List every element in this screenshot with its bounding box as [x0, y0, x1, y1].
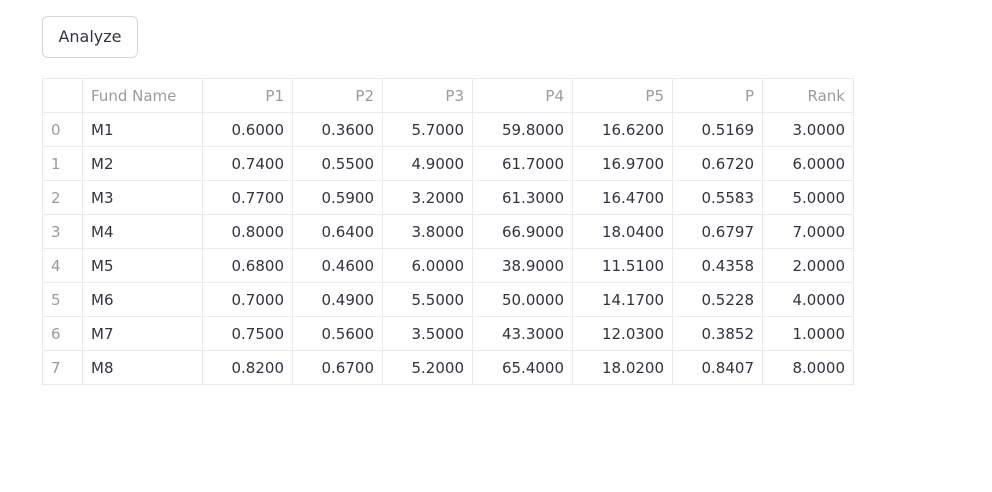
table-body: 0 M1 0.6000 0.3600 5.7000 59.8000 16.6200 0.516…: [42, 112, 854, 385]
table-row[interactable]: 3 M4 0.8000 0.6400 3.8000 66.9000 18.0400 0.679…: [42, 214, 854, 249]
p5-cell[interactable]: 16.9700: [572, 146, 673, 181]
row-index-cell[interactable]: 4: [42, 248, 83, 283]
p-cell[interactable]: 0.5583: [672, 180, 763, 215]
p2-cell[interactable]: 0.6400: [292, 214, 383, 249]
p2-cell[interactable]: 0.4600: [292, 248, 383, 283]
fund-name-cell[interactable]: M4: [82, 214, 203, 249]
p3-cell[interactable]: 3.8000: [382, 214, 473, 249]
p2-cell[interactable]: 0.5600: [292, 316, 383, 351]
p2-cell[interactable]: 0.3600: [292, 112, 383, 147]
column-header-p1[interactable]: P1: [202, 78, 293, 113]
p1-cell[interactable]: 0.7700: [202, 180, 293, 215]
p4-cell[interactable]: 38.9000: [472, 248, 573, 283]
column-header-rank[interactable]: Rank: [762, 78, 854, 113]
p1-cell[interactable]: 0.7400: [202, 146, 293, 181]
table-row[interactable]: 0 M1 0.6000 0.3600 5.7000 59.8000 16.6200 0.516…: [42, 112, 854, 147]
p2-cell[interactable]: 0.6700: [292, 350, 383, 385]
rank-cell[interactable]: 3.0000: [762, 112, 854, 147]
rank-cell[interactable]: 4.0000: [762, 282, 854, 317]
rank-cell[interactable]: 1.0000: [762, 316, 854, 351]
p2-cell[interactable]: 0.5500: [292, 146, 383, 181]
p3-cell[interactable]: 6.0000: [382, 248, 473, 283]
p4-cell[interactable]: 43.3000: [472, 316, 573, 351]
p3-cell[interactable]: 3.5000: [382, 316, 473, 351]
p1-cell[interactable]: 0.8200: [202, 350, 293, 385]
column-header-p2[interactable]: P2: [292, 78, 383, 113]
column-header-p5[interactable]: P5: [572, 78, 673, 113]
fund-table: Fund Name P1 P2 P3 P4 P5 P Rank 0 M1 0.600…: [42, 78, 854, 385]
table-row[interactable]: 4 M5 0.6800 0.4600 6.0000 38.9000 11.5100 0.435…: [42, 248, 854, 283]
row-index-cell[interactable]: 3: [42, 214, 83, 249]
p5-cell[interactable]: 18.0200: [572, 350, 673, 385]
table-row[interactable]: 2 M3 0.7700 0.5900 3.2000 61.3000 16.4700 0.558…: [42, 180, 854, 215]
column-header-p[interactable]: P: [672, 78, 763, 113]
p4-cell[interactable]: 61.3000: [472, 180, 573, 215]
p3-cell[interactable]: 3.2000: [382, 180, 473, 215]
p5-cell[interactable]: 14.1700: [572, 282, 673, 317]
p3-cell[interactable]: 5.5000: [382, 282, 473, 317]
column-header-p3[interactable]: P3: [382, 78, 473, 113]
p-cell[interactable]: 0.4358: [672, 248, 763, 283]
p3-cell[interactable]: 5.7000: [382, 112, 473, 147]
p-cell[interactable]: 0.8407: [672, 350, 763, 385]
p-cell[interactable]: 0.6720: [672, 146, 763, 181]
rank-cell[interactable]: 6.0000: [762, 146, 854, 181]
p5-cell[interactable]: 16.4700: [572, 180, 673, 215]
p1-cell[interactable]: 0.6000: [202, 112, 293, 147]
column-header-index[interactable]: [42, 78, 83, 113]
column-header-p4[interactable]: P4: [472, 78, 573, 113]
p2-cell[interactable]: 0.5900: [292, 180, 383, 215]
table-row[interactable]: 1 M2 0.7400 0.5500 4.9000 61.7000 16.9700 0.672…: [42, 146, 854, 181]
rank-cell[interactable]: 5.0000: [762, 180, 854, 215]
p5-cell[interactable]: 16.6200: [572, 112, 673, 147]
p1-cell[interactable]: 0.7000: [202, 282, 293, 317]
data-table-container: Fund Name P1 P2 P3 P4 P5 P Rank 0 M1 0.600…: [42, 78, 854, 385]
fund-name-cell[interactable]: M7: [82, 316, 203, 351]
rank-cell[interactable]: 2.0000: [762, 248, 854, 283]
p3-cell[interactable]: 4.9000: [382, 146, 473, 181]
p1-cell[interactable]: 0.6800: [202, 248, 293, 283]
fund-name-cell[interactable]: M1: [82, 112, 203, 147]
p4-cell[interactable]: 61.7000: [472, 146, 573, 181]
table-row[interactable]: 7 M8 0.8200 0.6700 5.2000 65.4000 18.0200 0.840…: [42, 350, 854, 385]
p5-cell[interactable]: 11.5100: [572, 248, 673, 283]
p5-cell[interactable]: 12.0300: [572, 316, 673, 351]
fund-name-cell[interactable]: M2: [82, 146, 203, 181]
p4-cell[interactable]: 66.9000: [472, 214, 573, 249]
fund-name-cell[interactable]: M8: [82, 350, 203, 385]
row-index-cell[interactable]: 2: [42, 180, 83, 215]
row-index-cell[interactable]: 1: [42, 146, 83, 181]
p2-cell[interactable]: 0.4900: [292, 282, 383, 317]
row-index-cell[interactable]: 5: [42, 282, 83, 317]
row-index-cell[interactable]: 7: [42, 350, 83, 385]
p3-cell[interactable]: 5.2000: [382, 350, 473, 385]
row-index-cell[interactable]: 0: [42, 112, 83, 147]
table-row[interactable]: 6 M7 0.7500 0.5600 3.5000 43.3000 12.0300 0.385…: [42, 316, 854, 351]
rank-cell[interactable]: 8.0000: [762, 350, 854, 385]
p4-cell[interactable]: 65.4000: [472, 350, 573, 385]
p-cell[interactable]: 0.5228: [672, 282, 763, 317]
row-index-cell[interactable]: 6: [42, 316, 83, 351]
p-cell[interactable]: 0.6797: [672, 214, 763, 249]
p4-cell[interactable]: 50.0000: [472, 282, 573, 317]
table-header-row: Fund Name P1 P2 P3 P4 P5 P Rank: [42, 78, 854, 113]
p1-cell[interactable]: 0.8000: [202, 214, 293, 249]
analyze-button[interactable]: Analyze: [42, 16, 138, 58]
column-header-fund-name[interactable]: Fund Name: [82, 78, 203, 113]
table-row[interactable]: 5 M6 0.7000 0.4900 5.5000 50.0000 14.1700 0.522…: [42, 282, 854, 317]
fund-name-cell[interactable]: M5: [82, 248, 203, 283]
p5-cell[interactable]: 18.0400: [572, 214, 673, 249]
fund-name-cell[interactable]: M6: [82, 282, 203, 317]
p1-cell[interactable]: 0.7500: [202, 316, 293, 351]
rank-cell[interactable]: 7.0000: [762, 214, 854, 249]
p4-cell[interactable]: 59.8000: [472, 112, 573, 147]
fund-name-cell[interactable]: M3: [82, 180, 203, 215]
p-cell[interactable]: 0.5169: [672, 112, 763, 147]
p-cell[interactable]: 0.3852: [672, 316, 763, 351]
